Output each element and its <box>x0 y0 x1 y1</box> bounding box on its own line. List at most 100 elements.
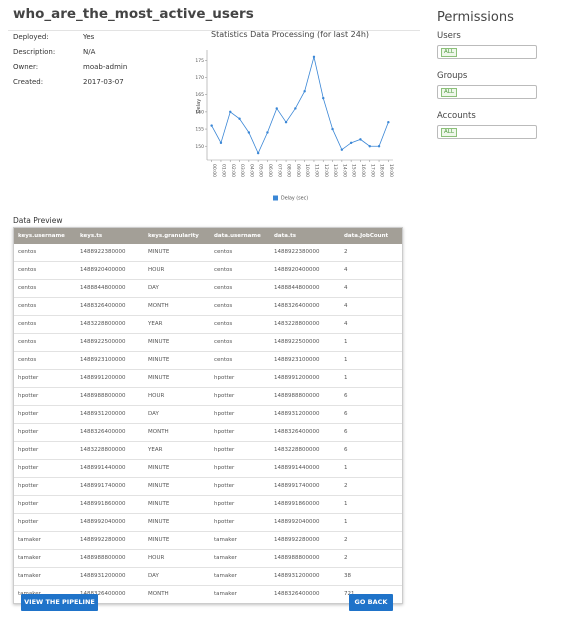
column-header[interactable]: keys.username <box>18 233 65 239</box>
table-cell: 1488991440000 <box>274 465 320 471</box>
table-cell: 1488844800000 <box>80 285 126 291</box>
data-point <box>229 110 232 114</box>
table-row: hpotter 1488991440000 MINUTE hpotter 1488991… <box>14 460 402 478</box>
table-cell: 1488920400000 <box>274 267 320 273</box>
detail-value: moab-admin <box>83 63 128 71</box>
table-cell: centos <box>18 249 37 255</box>
table-cell: DAY <box>148 285 159 291</box>
table-cell: MINUTE <box>148 357 170 363</box>
table-title: Data Preview <box>13 216 63 225</box>
table-cell: tamaker <box>214 591 237 597</box>
table-cell: centos <box>18 267 37 273</box>
x-tick-label: 09:00 <box>295 164 301 177</box>
permission-tag: ALL <box>441 48 457 57</box>
table-cell: hpotter <box>214 483 235 489</box>
legend-swatch <box>273 195 278 201</box>
table-cell: MINUTE <box>148 339 170 345</box>
legend-label: Delay (sec) <box>281 196 308 202</box>
column-header[interactable]: data.JobCount <box>344 233 389 239</box>
data-point <box>312 55 316 59</box>
y-tick-label: 155 <box>195 127 204 133</box>
permission-label: Groups <box>437 71 468 81</box>
y-tick-label: 170 <box>195 75 204 81</box>
go-back-button[interactable]: GO BACK <box>349 594 393 611</box>
table-cell: 1483228800000 <box>80 321 126 327</box>
table-cell: 1 <box>344 465 348 471</box>
table-cell: 1488991740000 <box>80 483 126 489</box>
table-cell: hpotter <box>18 393 39 399</box>
separator <box>8 30 420 31</box>
table-cell: hpotter <box>214 501 235 507</box>
table-cell: 4 <box>344 321 348 327</box>
table-cell: MINUTE <box>148 465 170 471</box>
table-row: centos 1488844800000 DAY centos 148884480000… <box>14 280 402 298</box>
table-cell: HOUR <box>148 393 165 399</box>
table-cell: tamaker <box>214 555 237 561</box>
table-cell: 1488922500000 <box>80 339 126 345</box>
table-row: centos 1488326400000 MONTH centos 1488326400… <box>14 298 402 316</box>
table-cell: MINUTE <box>148 519 170 525</box>
table-cell: hpotter <box>18 447 39 453</box>
data-point <box>359 138 362 141</box>
table-cell: 6 <box>344 411 348 417</box>
column-header[interactable]: keys.ts <box>80 233 103 239</box>
view-pipeline-button[interactable]: VIEW THE PIPELINE <box>21 594 98 611</box>
x-tick-label: 15:00 <box>351 164 357 177</box>
table-cell: 1488931200000 <box>274 411 320 417</box>
table-cell: 1488991860000 <box>274 501 320 507</box>
table-cell: YEAR <box>148 447 163 453</box>
x-tick-label: 17:00 <box>369 164 375 177</box>
table-cell: hpotter <box>18 483 39 489</box>
permission-input[interactable]: ALL <box>437 45 537 59</box>
table-cell: 2 <box>344 249 348 255</box>
x-tick-label: 12:00 <box>323 164 329 177</box>
data-point <box>210 124 213 127</box>
table-cell: centos <box>18 339 37 345</box>
x-tick-label: 14:00 <box>341 164 347 177</box>
table-cell: 1488923100000 <box>80 357 126 363</box>
table-cell: centos <box>214 357 233 363</box>
table-cell: YEAR <box>148 321 163 327</box>
data-point <box>238 117 241 120</box>
table-cell: hpotter <box>18 465 39 471</box>
permission-input[interactable]: ALL <box>437 85 537 99</box>
table-cell: 4 <box>344 285 348 291</box>
table-cell: 1488992280000 <box>274 537 320 543</box>
table-cell: MINUTE <box>148 375 170 381</box>
table-cell: 1488992040000 <box>80 519 126 525</box>
table-cell: centos <box>18 357 37 363</box>
data-point <box>256 151 260 155</box>
table-cell: centos <box>214 249 233 255</box>
x-tick-label: 05:00 <box>258 164 264 177</box>
table-cell: 1488326400000 <box>274 591 320 597</box>
table-row: centos 1488922380000 MINUTE centos 148892238… <box>14 244 402 262</box>
table-cell: 1 <box>344 375 348 381</box>
table-cell: hpotter <box>18 501 39 507</box>
table-cell: tamaker <box>214 573 237 579</box>
column-header[interactable]: data.username <box>214 233 261 239</box>
detail-label: Created: <box>13 78 44 86</box>
table-cell: DAY <box>148 573 159 579</box>
table-cell: hpotter <box>214 465 235 471</box>
detail-label: Owner: <box>13 63 39 71</box>
table-cell: centos <box>214 303 233 309</box>
table-cell: 1488991740000 <box>274 483 320 489</box>
table-cell: 2 <box>344 537 348 543</box>
table-row: tamaker 1488931200000 DAY tamaker 1488931200… <box>14 568 402 586</box>
table-cell: 1488991440000 <box>80 465 126 471</box>
permission-input[interactable]: ALL <box>437 125 537 139</box>
table-cell: 2 <box>344 483 348 489</box>
permissions: Permissions Users ALL Groups ALL Accounts ALL <box>437 10 537 151</box>
permission-tag: ALL <box>441 88 457 97</box>
table-cell: hpotter <box>214 519 235 525</box>
column-header[interactable]: data.ts <box>274 233 296 239</box>
table-cell: 1488988800000 <box>80 555 126 561</box>
column-header[interactable]: keys.granularity <box>148 233 199 239</box>
table-cell: hpotter <box>18 519 39 525</box>
table-cell: 1488991200000 <box>80 375 126 381</box>
table-row: centos 1488923100000 MINUTE centos 148892310… <box>14 352 402 370</box>
table-cell: tamaker <box>18 573 41 579</box>
data-point <box>266 131 269 134</box>
x-tick-label: 16:00 <box>360 164 366 177</box>
detail-label: Description: <box>13 48 56 56</box>
